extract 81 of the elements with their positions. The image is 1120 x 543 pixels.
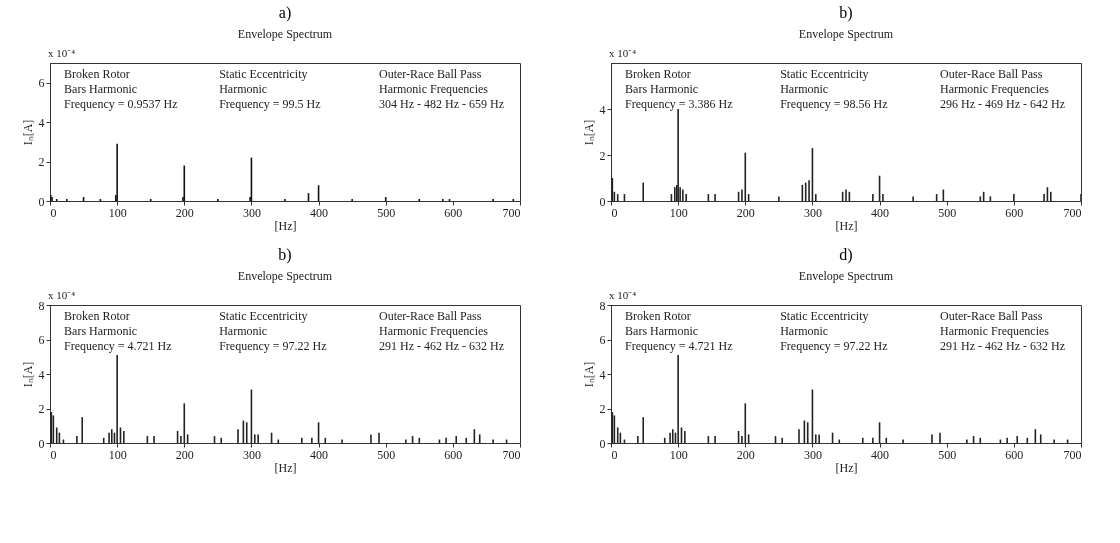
y-tick-label: 0 xyxy=(599,436,606,451)
annotation: Static Eccentricity Harmonic Frequency = 99.5 Hz xyxy=(219,67,321,111)
x-tick-label: 300 xyxy=(803,205,822,220)
x-tick-label: 0 xyxy=(50,447,57,462)
x-tick-label: 500 xyxy=(377,205,396,220)
x-tick-label: 0 xyxy=(50,205,57,220)
x-tick-label: 700 xyxy=(502,205,521,220)
x-tick-label: 600 xyxy=(1005,447,1024,462)
x-tick-label: 300 xyxy=(242,447,261,462)
y-axis-title: Iₙ[A] xyxy=(20,361,35,388)
x-tick-label: 400 xyxy=(310,447,329,462)
chart-title: d) xyxy=(839,246,853,264)
x-tick-label: 500 xyxy=(938,205,957,220)
x-axis-title: [Hz] xyxy=(274,460,297,475)
x-tick-label: 600 xyxy=(444,205,463,220)
y-tick-label: 2 xyxy=(599,402,606,416)
chart-subtitle: Envelope Spectrum xyxy=(237,27,333,41)
y-tick-label: 2 xyxy=(38,155,45,170)
x-tick-label: 700 xyxy=(1063,205,1082,220)
x-tick-label: 0 xyxy=(611,447,618,462)
y-tick-label: 2 xyxy=(599,148,606,163)
text: x 10⁻⁴ xyxy=(609,47,637,59)
x-tick-label: 200 xyxy=(736,205,755,220)
y-tick-label: 8 xyxy=(599,298,606,313)
x-tick-label: 500 xyxy=(938,447,957,462)
annotation: Outer-Race Ball Pass Harmonic Frequencies 304 Hz - 482 Hz - 659 Hz xyxy=(379,67,504,111)
y-tick-label: 8 xyxy=(38,298,45,313)
chart-title: b) xyxy=(278,246,292,264)
annotation: Broken Rotor Bars Harmonic Frequency = 0.9537 Hz xyxy=(64,67,178,111)
text: x 10⁻⁴ xyxy=(609,289,637,301)
chart-title: b) xyxy=(839,4,853,22)
x-tick-label: 100 xyxy=(669,447,688,462)
x-tick-label: 700 xyxy=(502,447,521,462)
y-tick-label: 6 xyxy=(38,76,45,91)
annotation: Static Eccentricity Harmonic Frequency = 97.22 Hz xyxy=(780,309,888,353)
x-tick-label: 200 xyxy=(175,205,194,220)
x-tick-label: 100 xyxy=(108,205,127,220)
annotation: Static Eccentricity Harmonic Frequency = 98.56 Hz xyxy=(780,67,888,111)
x-axis-title: [Hz] xyxy=(274,218,297,233)
y-tick-label: 0 xyxy=(38,436,45,451)
chart-subtitle: Envelope Spectrum xyxy=(798,269,894,283)
y-tick-label: 2 xyxy=(38,402,45,416)
x-tick-label: 700 xyxy=(1063,447,1082,462)
annotation: Outer-Race Ball Pass Harmonic Frequencies 296 Hz - 469 Hz - 642 Hz xyxy=(940,67,1065,111)
y-tick-label: 4 xyxy=(599,367,606,382)
y-tick-label: 0 xyxy=(38,194,45,209)
y-tick-label: 4 xyxy=(599,102,606,117)
y-tick-label: 0 xyxy=(599,194,606,209)
x-tick-label: 500 xyxy=(377,447,396,462)
annotation: Outer-Race Ball Pass Harmonic Frequencies 291 Hz - 462 Hz - 632 Hz xyxy=(940,309,1065,353)
x-tick-label: 400 xyxy=(871,447,890,462)
x-tick-label: 100 xyxy=(108,447,127,462)
x-tick-label: 600 xyxy=(444,447,463,462)
y-tick-label: 4 xyxy=(38,367,45,382)
x-tick-label: 0 xyxy=(611,205,618,220)
y-axis-title: Iₙ[A] xyxy=(581,119,596,146)
annotation: Outer-Race Ball Pass Harmonic Frequencies 291 Hz - 462 Hz - 632 Hz xyxy=(379,309,504,353)
y-axis-title: Iₙ[A] xyxy=(20,119,35,146)
text: x 10⁻⁴ xyxy=(48,289,76,301)
y-tick-label: 6 xyxy=(38,333,45,347)
chart-title: a) xyxy=(278,4,292,22)
x-axis-title: [Hz] xyxy=(835,460,858,475)
y-axis-title: Iₙ[A] xyxy=(581,361,596,388)
x-tick-label: 400 xyxy=(310,205,329,220)
x-tick-label: 400 xyxy=(871,205,890,220)
annotation: Static Eccentricity Harmonic Frequency = 97.22 Hz xyxy=(219,309,327,353)
x-tick-label: 200 xyxy=(175,447,194,462)
x-tick-label: 100 xyxy=(669,205,688,220)
annotation: Broken Rotor Bars Harmonic Frequency = 3.386 Hz xyxy=(625,67,733,111)
y-tick-label: 4 xyxy=(38,115,45,130)
chart-subtitle: Envelope Spectrum xyxy=(798,27,894,41)
y-tick-label: 6 xyxy=(599,333,606,347)
x-axis-title: [Hz] xyxy=(835,218,858,233)
x-tick-label: 300 xyxy=(242,205,261,220)
text: x 10⁻⁴ xyxy=(48,47,76,59)
chart-subtitle: Envelope Spectrum xyxy=(237,269,333,283)
annotation: Broken Rotor Bars Harmonic Frequency = 4.721 Hz xyxy=(625,309,733,353)
x-tick-label: 300 xyxy=(803,447,822,462)
annotation: Broken Rotor Bars Harmonic Frequency = 4.721 Hz xyxy=(64,309,172,353)
x-tick-label: 600 xyxy=(1005,205,1024,220)
x-tick-label: 200 xyxy=(736,447,755,462)
